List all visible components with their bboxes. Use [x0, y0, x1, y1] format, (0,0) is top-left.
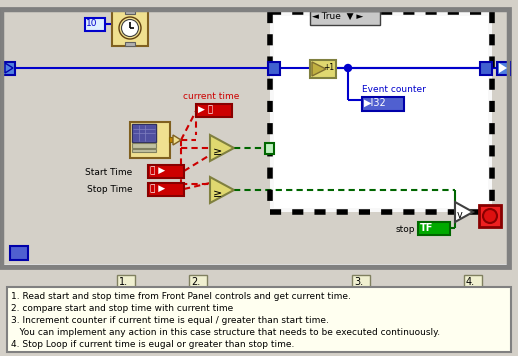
- Text: ◄ True  ▼ ►: ◄ True ▼ ►: [312, 12, 363, 21]
- Text: current time: current time: [183, 92, 239, 101]
- Bar: [479, 205, 501, 227]
- Text: 2.: 2.: [191, 277, 200, 287]
- Text: stop: stop: [396, 225, 415, 234]
- Bar: [2, 10, 508, 266]
- Text: 10: 10: [86, 19, 97, 28]
- Bar: [148, 165, 184, 178]
- Polygon shape: [210, 135, 234, 161]
- Text: ⌛ ▶: ⌛ ▶: [150, 166, 165, 175]
- Bar: [196, 104, 232, 117]
- Bar: [132, 143, 156, 148]
- Text: ▶I32: ▶I32: [364, 98, 387, 108]
- Bar: [310, 60, 336, 78]
- Text: You can implement any action in this case structure that needs to be executed co: You can implement any action in this cas…: [11, 328, 440, 337]
- Text: v: v: [457, 210, 463, 220]
- Bar: [268, 62, 280, 75]
- Bar: [2, 10, 508, 266]
- Text: ⌛ ▶: ⌛ ▶: [150, 184, 165, 193]
- Bar: [169, 137, 173, 142]
- Bar: [273, 15, 489, 209]
- Circle shape: [122, 20, 138, 37]
- Text: Stop Time: Stop Time: [87, 185, 133, 194]
- Bar: [3, 11, 507, 264]
- Bar: [132, 124, 156, 142]
- Text: 4.: 4.: [466, 277, 475, 287]
- Polygon shape: [455, 202, 473, 222]
- Text: 0: 0: [3, 63, 8, 72]
- Bar: [10, 246, 28, 260]
- Polygon shape: [499, 63, 507, 73]
- Bar: [480, 62, 492, 75]
- Circle shape: [119, 17, 141, 39]
- Bar: [497, 62, 510, 75]
- Bar: [130, 122, 170, 158]
- Text: ?: ?: [266, 144, 271, 153]
- Polygon shape: [210, 177, 234, 203]
- Bar: [112, 10, 148, 46]
- Bar: [189, 275, 207, 289]
- Bar: [125, 42, 135, 46]
- Bar: [418, 222, 450, 235]
- Text: +1: +1: [323, 63, 334, 72]
- Bar: [148, 183, 184, 196]
- Text: Start Time: Start Time: [85, 168, 132, 177]
- Bar: [0, 8, 510, 268]
- Bar: [117, 275, 135, 289]
- Circle shape: [483, 209, 497, 223]
- Text: 3.: 3.: [354, 277, 363, 287]
- Text: Event counter: Event counter: [362, 85, 426, 94]
- Text: 4. Stop Loop if current time is eugal or greater than stop time.: 4. Stop Loop if current time is eugal or…: [11, 340, 294, 349]
- Bar: [133, 125, 155, 141]
- Circle shape: [344, 64, 352, 72]
- Bar: [352, 275, 370, 289]
- Bar: [274, 16, 488, 208]
- Text: 1. Read start and stop time from Front Panel controls and get current time.: 1. Read start and stop time from Front P…: [11, 292, 351, 301]
- Text: ≥: ≥: [213, 189, 222, 199]
- Bar: [270, 12, 492, 212]
- Text: ≥: ≥: [213, 147, 222, 157]
- Text: 2. compare start and stop time with current time: 2. compare start and stop time with curr…: [11, 304, 233, 313]
- Polygon shape: [312, 62, 326, 76]
- Bar: [2, 62, 15, 75]
- Bar: [85, 18, 105, 31]
- Bar: [362, 97, 404, 111]
- Text: ▶ ⌛: ▶ ⌛: [198, 105, 213, 114]
- Polygon shape: [5, 63, 13, 73]
- Text: 1.: 1.: [119, 277, 128, 287]
- Text: 3. Increment counter if current time is equal / greater than start time.: 3. Increment counter if current time is …: [11, 316, 329, 325]
- Bar: [310, 11, 380, 25]
- Bar: [265, 143, 274, 154]
- Bar: [464, 275, 482, 289]
- Bar: [125, 10, 135, 14]
- Bar: [132, 149, 156, 152]
- Bar: [7, 287, 511, 352]
- Text: TF: TF: [420, 223, 434, 233]
- Text: i: i: [12, 247, 16, 257]
- Polygon shape: [173, 135, 181, 145]
